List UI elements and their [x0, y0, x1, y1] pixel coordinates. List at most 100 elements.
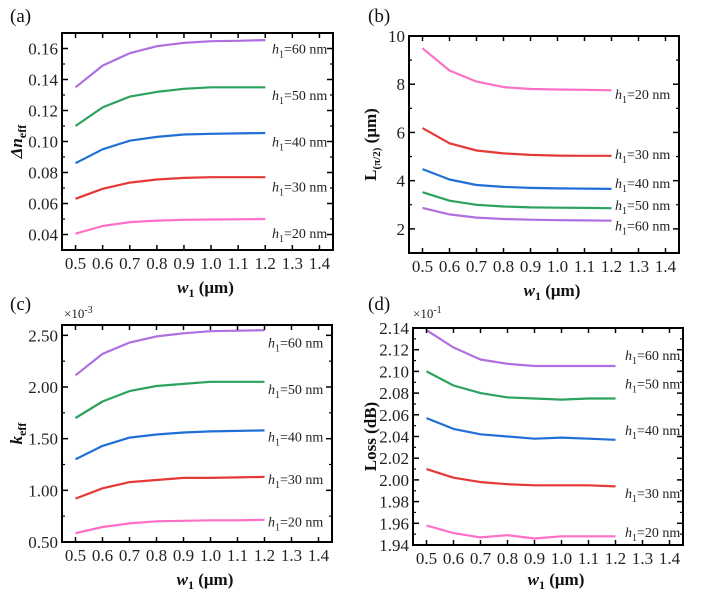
series-line-h1_50	[74, 380, 265, 419]
y-tick-label: 2	[397, 220, 406, 239]
series-label-h1_30: h1=30 nm	[272, 180, 327, 198]
x-axis-title: w1 (μm)	[177, 570, 234, 592]
y-tick-label: 2.06	[379, 406, 409, 425]
y-scale-factor: ×10-3	[64, 305, 93, 321]
y-tick-label: 2.04	[379, 428, 409, 447]
y-scale-factor: ×10-1	[413, 305, 442, 321]
y-tick-label: 6	[397, 123, 406, 142]
plot-frame	[408, 35, 680, 254]
plot-frame	[61, 324, 333, 543]
series-label-h1_30: h1=30 nm	[615, 148, 670, 166]
x-tick-label: 0.8	[493, 257, 514, 276]
y-axis-title: Δneff	[7, 124, 29, 159]
x-tick-label: 0.7	[119, 546, 141, 565]
x-tick-label: 1.2	[254, 546, 275, 565]
y-tick-label: 0.16	[28, 40, 58, 59]
series-label-h1_20: h1=20 nm	[268, 515, 323, 533]
x-tick-label: 0.5	[65, 546, 86, 565]
panel-d: (d) ×10-1 h1=60 nm h1=50 nm h1=40 nm h1=30 nm…	[361, 294, 684, 592]
x-tick-label: 1.1	[574, 257, 595, 276]
series-line-h1_20	[75, 518, 265, 535]
series-line-h1_60	[422, 206, 612, 222]
x-tick-label: 1.2	[605, 549, 626, 568]
panel-b: (b) h1=20 nm h1=30 nm h1=40 nm h1=50 nm h1=60…	[361, 6, 680, 303]
series-label-h1_40: h1=40 nm	[615, 177, 670, 195]
series-line-h1_60	[74, 39, 266, 89]
series-label-h1_50: h1=50 nm	[272, 89, 327, 107]
y-tick-label: 1.50	[28, 430, 58, 449]
y-tick-label: 0.50	[28, 533, 58, 552]
series-label-h1_40: h1=40 nm	[625, 424, 680, 442]
series-label-h1_20: h1=20 nm	[625, 526, 680, 544]
y-tick-label: 2.08	[379, 384, 409, 403]
series-label-h1_50: h1=50 nm	[615, 199, 670, 217]
x-tick-label: 0.8	[497, 549, 518, 568]
series-line-h1_60	[425, 329, 616, 368]
x-axis-title: w1 (μm)	[528, 570, 585, 592]
x-tick-label: 1.3	[632, 549, 653, 568]
x-tick-label: 0.9	[173, 546, 194, 565]
series-line-h1_30	[75, 475, 265, 500]
x-tick-label: 1.0	[547, 257, 568, 276]
x-tick-label: 0.5	[412, 257, 433, 276]
x-tick-label: 1.4	[309, 254, 331, 273]
series-line-h1_50	[74, 86, 266, 127]
series-label-h1_30: h1=30 nm	[268, 473, 323, 491]
y-tick-label: 1.96	[379, 514, 409, 533]
panel-label: (d)	[368, 294, 390, 315]
x-tick-label: 0.5	[65, 254, 86, 273]
series-line-h1_20	[75, 217, 266, 235]
x-tick-label: 1.4	[655, 257, 677, 276]
series-label-h1_60: h1=60 nm	[272, 43, 327, 61]
panel-c: (c) ×10-3 h1=60 nm h1=50 nm h1=40 nm h1=30 nm…	[7, 294, 333, 592]
x-tick-label: 1.1	[578, 549, 599, 568]
y-tick-label: 4	[397, 172, 406, 191]
y-tick-label: 2.50	[28, 326, 58, 345]
x-tick-label: 1.3	[282, 254, 303, 273]
x-tick-label: 1.3	[628, 257, 649, 276]
panel-a: (a) h1=60 nm h1=50 nm h1=40 nm h1=30 nm h1=20…	[7, 6, 334, 300]
series-label-h1_20: h1=20 nm	[272, 227, 327, 245]
panel-label: (a)	[10, 6, 31, 27]
series-label-h1_60: h1=60 nm	[625, 349, 680, 367]
x-tick-label: 0.5	[416, 549, 437, 568]
y-tick-label: 2.00	[28, 378, 58, 397]
y-tick-label: 0.06	[28, 195, 58, 214]
x-tick-label: 1.0	[200, 254, 221, 273]
series-line-h1_50	[422, 191, 612, 210]
x-tick-label: 1.0	[551, 549, 572, 568]
series-label-h1_50: h1=50 nm	[625, 377, 680, 395]
x-axis-title: w1 (μm)	[524, 281, 581, 303]
y-tick-label: 2.00	[379, 471, 409, 490]
y-tick-label: 1.94	[379, 536, 409, 555]
y-tick-label: 0.04	[28, 226, 58, 245]
x-tick-label: 1.4	[659, 549, 681, 568]
x-tick-label: 1.2	[255, 254, 276, 273]
series-label-h1_20: h1=20 nm	[615, 88, 670, 106]
x-tick-label: 1.1	[228, 254, 249, 273]
y-tick-label: 1.00	[28, 481, 58, 500]
x-tick-label: 0.7	[119, 254, 141, 273]
x-tick-label: 0.6	[92, 546, 113, 565]
y-tick-label: 10	[388, 27, 405, 46]
series-label-h1_30: h1=30 nm	[625, 487, 680, 505]
series-line-h1_50	[425, 370, 616, 401]
x-tick-label: 1.2	[601, 257, 622, 276]
y-axis-title: L(π/2) (μm)	[361, 108, 383, 181]
series-label-h1_60: h1=60 nm	[615, 219, 670, 237]
series-line-h1_40	[426, 417, 616, 441]
x-tick-label: 0.6	[92, 254, 113, 273]
series-line-h1_40	[75, 429, 265, 461]
x-tick-label: 0.7	[470, 549, 492, 568]
series-line-h1_30	[426, 468, 616, 488]
x-tick-label: 0.6	[439, 257, 460, 276]
y-tick-label: 8	[397, 75, 406, 94]
y-tick-label: 2.14	[379, 319, 409, 338]
series-line-h1_30	[75, 176, 266, 200]
series-line-h1_40	[74, 131, 266, 165]
x-tick-label: 1.0	[200, 546, 221, 565]
y-tick-label: 2.12	[379, 341, 409, 360]
x-tick-label: 0.9	[173, 254, 194, 273]
x-tick-label: 0.9	[520, 257, 541, 276]
